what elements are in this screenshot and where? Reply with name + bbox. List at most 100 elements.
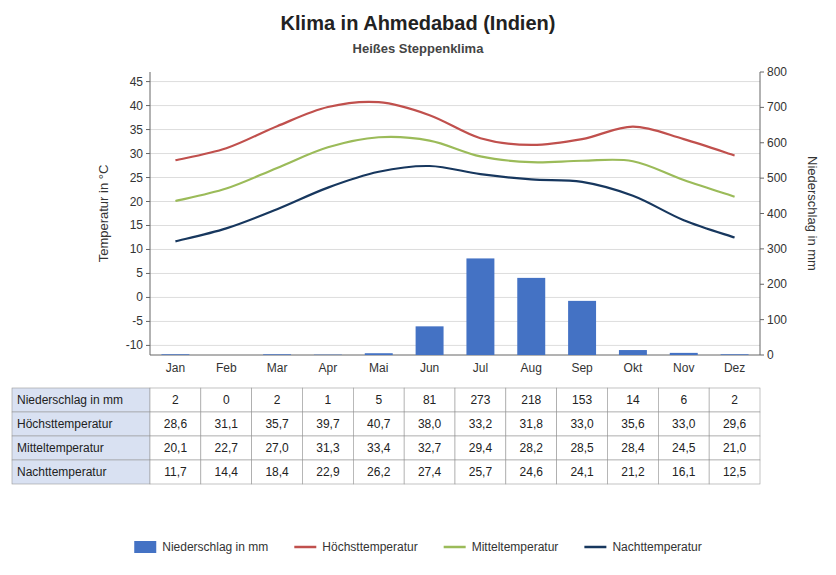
table: Niederschlag in mm20215812732181531462Hö… xyxy=(12,388,760,484)
table-value: 153 xyxy=(572,393,592,407)
page: {"chart_data": { "type": "bar", "title":… xyxy=(0,0,836,575)
bar xyxy=(517,278,545,355)
table-value: 18,4 xyxy=(265,465,289,479)
table-row-label: Höchsttemperatur xyxy=(17,417,112,431)
table-cell xyxy=(404,460,455,484)
legend-item: Nachttemperatur xyxy=(584,540,701,554)
table-value: 2 xyxy=(274,393,281,407)
tick xyxy=(146,321,150,322)
tick xyxy=(760,142,764,143)
chart: Klima in Ahmedabad (Indien)Heißes Steppe… xyxy=(0,0,836,575)
table-value: 12,5 xyxy=(723,465,747,479)
table-value: 11,7 xyxy=(164,465,187,479)
bar xyxy=(314,354,342,355)
tick xyxy=(760,248,764,249)
table-value: 218 xyxy=(521,393,541,407)
tick xyxy=(146,273,150,274)
table-cell xyxy=(608,412,659,436)
table-cell xyxy=(709,436,760,460)
tick-label: 600 xyxy=(767,136,787,150)
table-cell xyxy=(303,460,354,484)
tick-label: 35 xyxy=(130,123,144,137)
table-value: 21,0 xyxy=(723,441,747,455)
table-cell xyxy=(608,388,659,412)
table-cell xyxy=(608,436,659,460)
tick-label: 800 xyxy=(767,65,787,79)
table-cell xyxy=(455,412,506,436)
tick-label: Aug xyxy=(521,361,542,375)
table-value: 28,4 xyxy=(621,441,645,455)
table-cell xyxy=(150,460,201,484)
grid-line xyxy=(150,105,760,106)
grid-line xyxy=(150,297,760,298)
table-cell xyxy=(557,436,608,460)
table-value: 5 xyxy=(375,393,382,407)
tick-label: 20 xyxy=(130,195,144,209)
table-row-label: Nachttemperatur xyxy=(17,465,106,479)
table-cell xyxy=(252,436,303,460)
bar xyxy=(721,354,749,355)
table-cell xyxy=(12,460,150,484)
line xyxy=(175,166,734,241)
bar xyxy=(416,326,444,355)
grid-line xyxy=(150,177,760,178)
axes: -10-505101520253035404501002003004005006… xyxy=(96,65,820,375)
axis-label: Niederschlag in mm xyxy=(805,156,820,271)
table-cell xyxy=(404,412,455,436)
table-value: 20,1 xyxy=(164,441,188,455)
tick-label: Sep xyxy=(571,361,593,375)
bar xyxy=(466,258,494,355)
table-cell xyxy=(252,388,303,412)
table-value: 22,7 xyxy=(215,441,239,455)
table-cell xyxy=(455,388,506,412)
table-cell xyxy=(150,436,201,460)
grid-line xyxy=(150,249,760,250)
tick-label: 700 xyxy=(767,100,787,114)
table-value: 14 xyxy=(626,393,640,407)
table-value: 22,9 xyxy=(316,465,340,479)
table-cell xyxy=(506,388,557,412)
grid-line xyxy=(150,153,760,154)
table-value: 31,3 xyxy=(316,441,340,455)
table-value: 27,0 xyxy=(265,441,289,455)
tick-label: -5 xyxy=(132,314,143,328)
table-cell xyxy=(12,436,150,460)
table-cell xyxy=(303,412,354,436)
table-cell xyxy=(201,460,252,484)
table-value: 38,0 xyxy=(418,417,442,431)
table-cell xyxy=(506,436,557,460)
tick-label: Apr xyxy=(319,361,338,375)
table-cell xyxy=(404,388,455,412)
tick-label: 40 xyxy=(130,99,144,113)
table-cell xyxy=(252,412,303,436)
tick xyxy=(146,201,150,202)
tick-label: Mai xyxy=(369,361,388,375)
tick xyxy=(146,153,150,154)
table-cell xyxy=(658,460,709,484)
bar xyxy=(161,354,189,355)
tick xyxy=(146,129,150,130)
table-cell xyxy=(709,412,760,436)
table-value: 35,7 xyxy=(265,417,289,431)
tick xyxy=(760,284,764,285)
grid-line xyxy=(150,273,760,274)
tick xyxy=(146,177,150,178)
table-value: 33,0 xyxy=(570,417,594,431)
table-cell xyxy=(353,388,404,412)
bar xyxy=(568,301,596,355)
table-value: 33,4 xyxy=(367,441,391,455)
legend-item: Niederschlag in mm xyxy=(134,540,268,554)
bar xyxy=(670,353,698,355)
table-cell xyxy=(303,436,354,460)
line xyxy=(175,102,734,160)
bar xyxy=(263,354,291,355)
table-cell xyxy=(557,388,608,412)
legend-label: Mitteltemperatur xyxy=(472,540,559,554)
tick-label: Jun xyxy=(420,361,439,375)
table-value: 28,5 xyxy=(570,441,594,455)
tick-label: 5 xyxy=(136,266,143,280)
bar xyxy=(365,353,393,355)
legend-item: Höchsttemperatur xyxy=(294,540,417,554)
table-value: 31,8 xyxy=(520,417,544,431)
table-row-label: Niederschlag in mm xyxy=(17,393,123,407)
